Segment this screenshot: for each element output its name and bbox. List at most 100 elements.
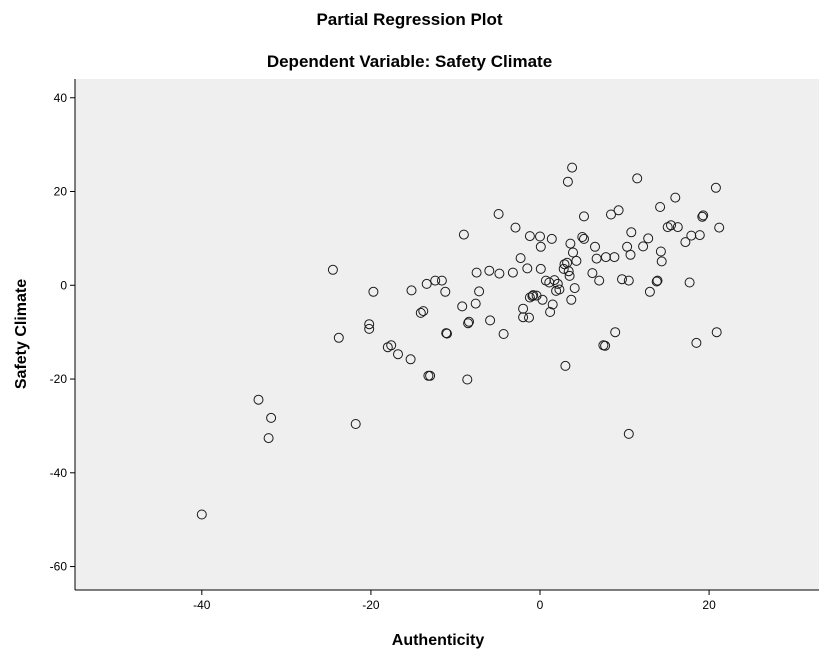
data-point — [470, 298, 481, 309]
y-tick-label: -40 — [50, 466, 68, 480]
chart-title: Partial Regression Plot — [316, 10, 503, 29]
data-point — [672, 222, 683, 233]
data-point — [507, 267, 518, 278]
data-point — [425, 370, 436, 381]
data-point — [632, 173, 643, 184]
x-tick-label: -40 — [193, 598, 211, 612]
data-point — [591, 253, 602, 264]
data-point — [567, 162, 578, 173]
data-point — [562, 176, 573, 187]
data-point — [528, 290, 539, 301]
data-point — [560, 360, 571, 371]
data-point — [546, 233, 557, 244]
x-axis-title: Authenticity — [392, 632, 485, 649]
data-point — [623, 275, 634, 286]
data-point — [666, 220, 676, 231]
data-point — [266, 412, 277, 423]
data-point — [644, 286, 655, 297]
data-point — [196, 509, 207, 520]
data-point — [493, 209, 504, 219]
data-point — [494, 268, 505, 279]
data-point — [524, 312, 534, 323]
data-point — [587, 268, 598, 279]
data-point — [458, 229, 469, 240]
data-point — [547, 299, 558, 310]
data-point — [537, 294, 548, 305]
data-point — [440, 286, 451, 297]
data-point — [610, 327, 621, 338]
data-point — [710, 182, 721, 193]
data-point — [566, 294, 577, 305]
data-point — [535, 231, 545, 242]
data-point — [393, 349, 403, 360]
y-tick-label: 20 — [54, 185, 68, 199]
data-point — [563, 266, 574, 277]
data-point — [524, 292, 535, 303]
data-point — [368, 286, 379, 297]
data-point — [670, 192, 681, 203]
data-point — [697, 211, 708, 222]
y-tick-label: 0 — [60, 278, 67, 292]
data-point — [535, 241, 546, 252]
data-point — [579, 211, 589, 222]
data-point — [652, 275, 663, 286]
data-point — [462, 374, 473, 385]
data-point — [524, 231, 535, 242]
data-point — [579, 233, 589, 244]
data-point — [691, 337, 702, 348]
data-point — [485, 315, 496, 326]
data-point — [626, 227, 637, 238]
data-point — [571, 255, 582, 266]
y-tick-label: 40 — [54, 91, 68, 105]
data-point — [655, 246, 666, 257]
data-point — [606, 209, 616, 220]
data-point — [577, 232, 588, 242]
data-point — [442, 328, 452, 339]
x-tick-label: -20 — [362, 598, 380, 612]
data-point — [327, 264, 338, 275]
data-point — [333, 332, 344, 343]
data-point — [263, 433, 274, 444]
data-point — [464, 316, 474, 327]
data-point — [430, 275, 441, 286]
data-point — [552, 278, 563, 289]
data-point — [522, 263, 533, 274]
data-point — [698, 210, 709, 221]
data-point — [651, 276, 662, 287]
data-point — [463, 318, 474, 329]
data-point — [405, 354, 416, 365]
data-point — [609, 252, 620, 263]
data-point — [436, 275, 447, 286]
plot-area — [75, 79, 819, 590]
data-point — [518, 303, 529, 314]
y-tick-label: -20 — [50, 372, 68, 386]
data-point — [655, 202, 666, 212]
data-point — [364, 319, 375, 330]
data-point — [554, 284, 565, 295]
data-point — [594, 275, 605, 286]
data-point — [590, 241, 600, 252]
x-tick-label: 0 — [537, 598, 544, 612]
x-tick-label: 20 — [702, 598, 716, 612]
data-point — [680, 237, 691, 248]
data-point — [714, 222, 725, 233]
data-point — [415, 307, 426, 318]
data-point — [474, 286, 485, 297]
data-point — [684, 277, 695, 288]
chart-subtitle: Dependent Variable: Safety Climate — [266, 52, 553, 71]
y-tick-label: -60 — [50, 560, 68, 574]
data-point — [510, 222, 521, 233]
data-point — [421, 278, 432, 289]
data-point — [386, 340, 397, 351]
data-point — [350, 419, 361, 429]
data-point — [498, 329, 509, 339]
data-point — [549, 275, 560, 286]
data-point — [471, 267, 482, 278]
data-point — [418, 306, 429, 317]
data-point — [613, 205, 624, 216]
data-point — [484, 265, 495, 276]
data-point — [527, 291, 538, 302]
data-point — [406, 285, 417, 296]
data-point — [617, 274, 627, 285]
data-point — [623, 428, 634, 439]
